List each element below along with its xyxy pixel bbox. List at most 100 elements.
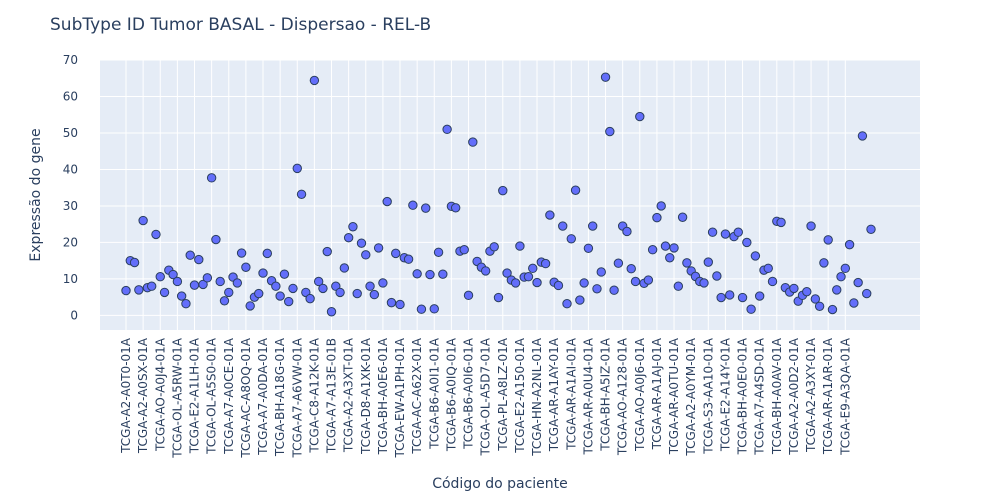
x-tick-label: TCGA-A7-A13E-01B xyxy=(325,338,339,454)
data-point xyxy=(635,111,645,122)
data-point xyxy=(309,75,320,86)
x-tick-label: TCGA-BH-A18G-01A xyxy=(273,337,287,457)
data-point xyxy=(146,281,157,291)
data-point xyxy=(288,283,298,294)
x-tick-label: TCGA-PL-A8LZ-01A xyxy=(496,337,510,451)
data-point xyxy=(258,268,268,278)
data-point xyxy=(493,292,504,303)
data-point xyxy=(121,285,131,296)
data-point xyxy=(339,263,350,273)
data-point xyxy=(176,291,187,301)
data-point xyxy=(857,131,868,141)
data-point xyxy=(391,248,401,259)
data-point xyxy=(583,243,594,253)
data-point xyxy=(806,221,816,231)
y-tick-label: 20 xyxy=(63,235,78,249)
data-point xyxy=(656,201,666,211)
data-point xyxy=(463,290,474,301)
x-tick-label: TCGA-AR-A0U4-01A xyxy=(581,337,595,455)
data-point xyxy=(669,243,679,253)
data-point xyxy=(746,304,756,314)
data-point xyxy=(313,276,324,287)
data-point xyxy=(570,185,581,195)
data-point xyxy=(352,288,362,299)
x-tick-label: TCGA-BH-A0E6-01A xyxy=(376,337,390,455)
data-point xyxy=(502,268,512,278)
y-tick-label: 0 xyxy=(70,308,78,322)
data-point xyxy=(540,258,551,269)
data-point xyxy=(737,292,748,303)
data-point xyxy=(819,258,829,268)
x-tick-label: TCGA-A2-A3XT-01A xyxy=(342,337,356,453)
data-point xyxy=(262,248,272,259)
x-tick-label: TCGA-AO-A0J4-01A xyxy=(153,337,167,452)
x-tick-label: TCGA-AR-A0TU-01A xyxy=(667,337,681,455)
data-point xyxy=(129,257,140,268)
data-point xyxy=(489,242,499,252)
data-point xyxy=(579,278,589,288)
data-point xyxy=(600,72,611,82)
y-tick-label: 70 xyxy=(63,53,78,67)
data-point xyxy=(219,296,230,306)
x-tick-label: TCGA-A2-A3XY-01A xyxy=(804,337,818,453)
data-point xyxy=(236,248,247,258)
x-tick-label: TCGA-BH-A0E0-01A xyxy=(736,337,750,455)
y-tick-label: 10 xyxy=(63,272,78,286)
x-axis-title: Código do paciente xyxy=(432,476,568,492)
y-tick-label: 60 xyxy=(63,89,78,103)
chart-title: SubType ID Tumor BASAL - Dispersao - REL… xyxy=(50,15,431,35)
data-point xyxy=(468,137,478,147)
data-point xyxy=(284,296,294,307)
data-point xyxy=(703,257,713,267)
data-point xyxy=(241,262,251,272)
data-point xyxy=(827,304,838,315)
data-point xyxy=(605,126,615,137)
x-tick-label: TCGA-AR-A1AJ-01A xyxy=(650,337,664,450)
data-point xyxy=(789,283,799,294)
data-point xyxy=(245,301,255,311)
data-point xyxy=(716,292,726,303)
x-tick-label: TCGA-C8-A12K-01A xyxy=(307,337,321,453)
data-point xyxy=(168,269,178,280)
data-point xyxy=(271,281,281,291)
data-point xyxy=(643,275,654,285)
x-tick-labels: TCGA-A2-A0T0-01A TCGA-A2-A0SX-01A TCGA-AO-… xyxy=(119,337,852,459)
x-tick-label: TCGA-B6-A0I6-01A xyxy=(462,337,476,450)
data-point xyxy=(412,269,422,279)
data-point xyxy=(395,299,405,310)
data-point xyxy=(707,227,718,237)
x-tick-label: TCGA-AR-A1AY-01A xyxy=(547,337,561,452)
data-point xyxy=(442,124,452,135)
x-tick-label: TCGA-AC-A62X-01A xyxy=(410,337,424,454)
data-point xyxy=(609,285,619,295)
x-tick-label: TCGA-E2-A14Y-01A xyxy=(718,337,732,452)
data-point xyxy=(647,245,658,255)
data-point xyxy=(677,212,688,222)
data-point xyxy=(365,281,375,291)
data-point xyxy=(673,281,684,291)
data-point xyxy=(592,284,602,294)
data-point xyxy=(750,251,761,261)
x-tick-label: TCGA-BH-A0AV-01A xyxy=(770,337,784,455)
data-point xyxy=(159,287,170,298)
x-tick-label: TCGA-A7-A0DA-01A xyxy=(256,337,270,456)
x-tick-label: TCGA-B6-A0I1-01A xyxy=(427,337,441,450)
data-point xyxy=(754,291,765,301)
data-point xyxy=(275,291,285,301)
data-point xyxy=(356,238,367,248)
data-point xyxy=(373,243,384,253)
x-tick-label: TCGA-D8-A1XK-01A xyxy=(359,337,373,455)
data-point xyxy=(318,283,328,294)
data-point xyxy=(510,278,521,288)
data-point xyxy=(733,227,743,237)
data-point xyxy=(844,239,855,250)
data-point xyxy=(279,269,290,279)
data-point xyxy=(558,221,568,231)
x-tick-label: TCGA-OL-A5S0-01A xyxy=(205,337,219,455)
data-point xyxy=(361,250,371,260)
data-point xyxy=(562,299,572,309)
data-point xyxy=(403,254,414,264)
data-point xyxy=(194,254,204,265)
x-tick-label: TCGA-OL-A5RW-01A xyxy=(170,337,184,459)
data-point xyxy=(151,229,161,240)
